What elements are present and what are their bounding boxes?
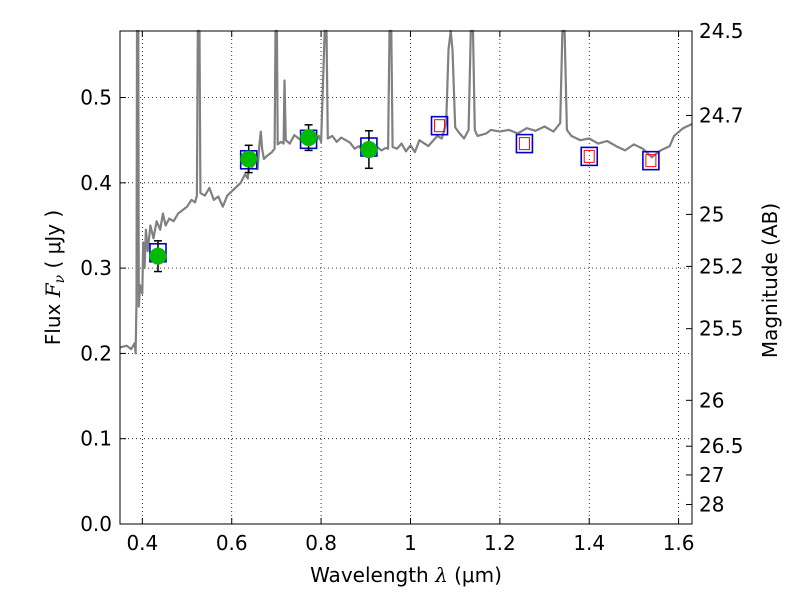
y2-tick-label: 25 [699, 202, 724, 226]
y2-tick-label: 25.5 [699, 317, 744, 341]
model-flux-box [642, 150, 660, 171]
y2-tick-label: 26.5 [699, 434, 744, 458]
grid-lines [120, 31, 692, 525]
observed-flux-point [360, 141, 378, 159]
observed-flux-point [240, 150, 258, 168]
axis-ticks [120, 30, 692, 525]
y-tick-label: 0.1 [80, 427, 112, 451]
model-flux-box [580, 146, 599, 167]
y2-axis-label: Magnitude (AB) [758, 203, 782, 358]
x-tick-label: 0.8 [305, 531, 337, 555]
y2-tick-label: 24.5 [699, 19, 744, 43]
template-spectrum [119, 29, 693, 355]
y2-tick-label: 27 [699, 463, 724, 487]
observed-photometry [149, 124, 378, 273]
model-photometry [149, 115, 660, 263]
model-flux-box [430, 115, 449, 136]
model-flux-box [515, 133, 534, 154]
x-tick-label: 0.4 [126, 531, 158, 555]
template-spectrum-line [119, 29, 693, 355]
y-axis-label: Flux Fν ( μJy ) [41, 210, 68, 345]
plot-frame [119, 30, 693, 525]
axis-tick-labels: 0.4 0.6 0.8 1 1.2 1.4 1.6 0.0 0.1 0.2 0.3 0.4 0.5 24.… [80, 19, 743, 555]
y2-tick-label: 28 [699, 492, 724, 516]
x-tick-label: 1.2 [484, 531, 516, 555]
model-flux-inner-box [583, 149, 595, 163]
y-tick-label: 0.0 [80, 512, 112, 536]
y-tick-label: 0.3 [80, 256, 112, 280]
y-tick-label: 0.5 [80, 86, 112, 110]
y2-tick-label: 24.7 [699, 103, 744, 127]
x-tick-label: 1.4 [573, 531, 605, 555]
x-tick-label: 1 [404, 531, 417, 555]
y2-tick-label: 26 [699, 388, 724, 412]
model-flux-inner-box [434, 119, 446, 133]
model-flux-inner-box [518, 137, 530, 151]
x-axis-label: Wavelength λ (μm) [310, 563, 502, 587]
model-flux-inner-box [645, 154, 657, 168]
y-tick-label: 0.4 [80, 171, 112, 195]
y-tick-label: 0.2 [80, 341, 112, 365]
observed-flux-point [300, 129, 318, 147]
x-tick-label: 1.6 [663, 531, 695, 555]
y2-tick-label: 25.2 [699, 254, 744, 278]
observed-flux-point [149, 247, 167, 265]
x-tick-label: 0.6 [216, 531, 248, 555]
